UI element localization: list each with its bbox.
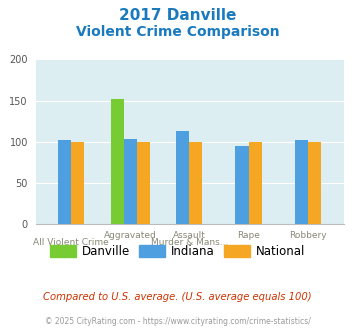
- Text: 2017 Danville: 2017 Danville: [119, 8, 236, 23]
- Bar: [137, 142, 150, 224]
- Bar: [71, 142, 84, 224]
- Text: Violent Crime Comparison: Violent Crime Comparison: [76, 25, 279, 39]
- Text: Murder & Mans...: Murder & Mans...: [151, 238, 228, 247]
- Text: © 2025 CityRating.com - https://www.cityrating.com/crime-statistics/: © 2025 CityRating.com - https://www.city…: [45, 317, 310, 326]
- Bar: [58, 140, 71, 224]
- Bar: [308, 142, 321, 224]
- Bar: [295, 140, 308, 224]
- Text: Assault: Assault: [173, 231, 206, 240]
- Text: All Violent Crime: All Violent Crime: [33, 238, 109, 247]
- Text: Robbery: Robbery: [289, 231, 327, 240]
- Bar: [124, 139, 137, 224]
- Bar: [111, 99, 124, 224]
- Text: Compared to U.S. average. (U.S. average equals 100): Compared to U.S. average. (U.S. average …: [43, 292, 312, 302]
- Legend: Danville, Indiana, National: Danville, Indiana, National: [45, 241, 310, 263]
- Text: Rape: Rape: [237, 231, 260, 240]
- Bar: [176, 131, 189, 224]
- Text: Aggravated: Aggravated: [104, 231, 157, 240]
- Bar: [189, 142, 202, 224]
- Bar: [248, 142, 262, 224]
- Bar: [235, 146, 248, 224]
